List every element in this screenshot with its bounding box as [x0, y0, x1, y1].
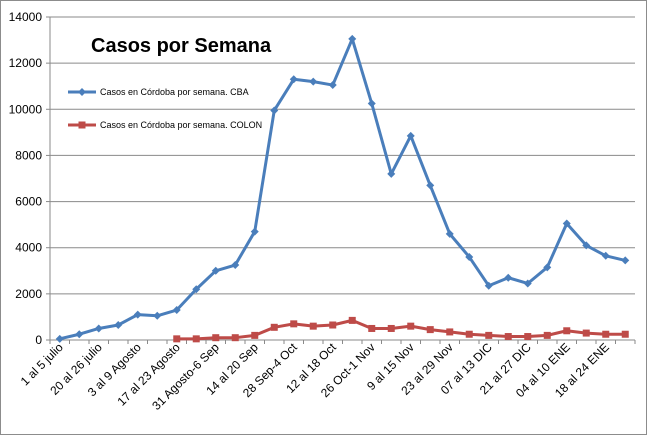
- data-point-square: [309, 322, 317, 330]
- data-point-diamond: [465, 252, 474, 261]
- data-point-square: [270, 323, 278, 331]
- data-point-diamond: [289, 75, 298, 84]
- data-point-square: [407, 322, 415, 330]
- data-point-square: [251, 331, 259, 339]
- data-point-diamond: [270, 106, 279, 115]
- data-point-square: [524, 333, 532, 341]
- legend: Casos en Córdoba por semana. CBA Casos en…: [68, 87, 262, 130]
- data-point-square: [485, 331, 493, 339]
- legend-item: Casos en Córdoba por semana. CBA: [68, 87, 249, 97]
- series-colon: [173, 316, 629, 343]
- legend-label: Casos en Córdoba por semana. COLON: [100, 120, 262, 130]
- legend-item: Casos en Córdoba por semana. COLON: [68, 120, 262, 130]
- data-point-square: [173, 335, 181, 343]
- data-point-square: [504, 333, 512, 341]
- data-point-diamond: [75, 330, 84, 339]
- data-point-square: [465, 330, 473, 338]
- chart-title: Casos por Semana: [91, 35, 272, 57]
- data-point-diamond: [192, 285, 201, 294]
- y-tick-label: 0: [35, 333, 42, 347]
- data-point-square: [602, 330, 610, 338]
- y-tick-label: 4000: [15, 241, 42, 255]
- legend-label: Casos en Córdoba por semana. CBA: [100, 87, 249, 97]
- data-point-diamond: [348, 34, 357, 43]
- data-point-diamond: [484, 281, 493, 290]
- y-tick-label: 8000: [15, 148, 42, 162]
- data-point-diamond: [504, 273, 513, 282]
- data-point-diamond: [387, 169, 396, 178]
- series-line: [176, 318, 626, 341]
- data-point-square: [212, 334, 220, 342]
- data-point-diamond: [231, 261, 240, 270]
- data-point-diamond: [328, 81, 337, 90]
- data-point-diamond: [523, 279, 532, 288]
- y-axis-tick-labels: 0 2000 4000 6000 8000 10000 12000 14000: [9, 10, 43, 347]
- data-point-diamond: [582, 241, 591, 250]
- data-point-square: [621, 330, 629, 338]
- data-point-square: [426, 326, 434, 334]
- data-point-diamond: [562, 219, 571, 228]
- y-tick-label: 10000: [9, 102, 43, 116]
- data-point-square: [192, 335, 200, 343]
- data-point-square: [348, 316, 356, 324]
- data-point-diamond: [426, 181, 435, 190]
- data-point-diamond: [94, 324, 103, 333]
- axes: [46, 16, 636, 344]
- data-point-diamond: [543, 263, 552, 272]
- data-point-diamond: [621, 256, 630, 265]
- data-point-square: [368, 324, 376, 332]
- data-point-square: [231, 334, 239, 342]
- y-tick-label: 12000: [9, 56, 43, 70]
- y-tick-label: 6000: [15, 195, 42, 209]
- data-point-square: [387, 324, 395, 332]
- x-tick-label: 31 Agosto-6 Sep: [149, 340, 222, 413]
- y-tick-label: 2000: [15, 287, 42, 301]
- data-point-square: [446, 328, 454, 336]
- data-point-diamond: [172, 306, 181, 315]
- series-cba: [55, 34, 630, 343]
- data-point-square: [582, 329, 590, 337]
- data-point-diamond: [78, 88, 86, 96]
- data-point-diamond: [309, 77, 318, 86]
- data-point-square: [563, 327, 571, 335]
- data-point-diamond: [445, 229, 454, 238]
- data-point-diamond: [367, 99, 376, 108]
- data-point-diamond: [211, 266, 220, 275]
- data-point-diamond: [133, 310, 142, 319]
- data-point-square: [290, 320, 298, 328]
- y-tick-label: 14000: [9, 10, 43, 24]
- data-point-diamond: [114, 321, 123, 330]
- series-lines: [55, 34, 630, 343]
- data-point-square: [78, 121, 86, 129]
- data-point-square: [329, 321, 337, 329]
- data-point-diamond: [55, 334, 64, 343]
- data-point-square: [543, 331, 551, 339]
- data-point-diamond: [153, 311, 162, 320]
- data-point-diamond: [250, 227, 259, 236]
- data-point-diamond: [601, 251, 610, 260]
- data-point-diamond: [406, 131, 415, 140]
